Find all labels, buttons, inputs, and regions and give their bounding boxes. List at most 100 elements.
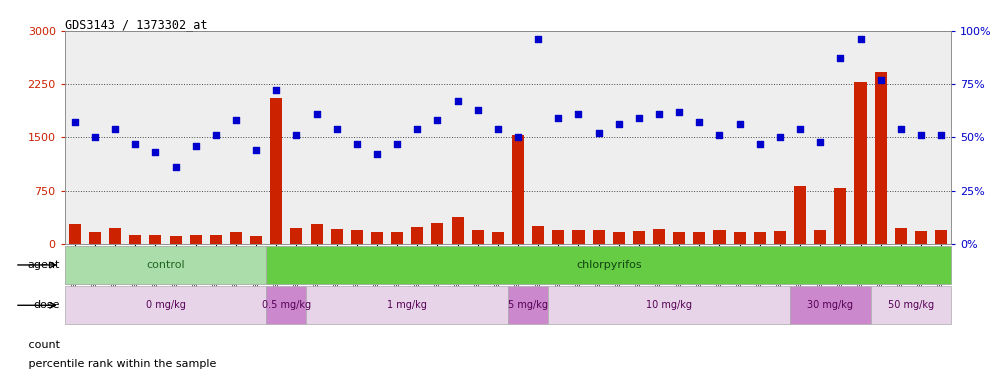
Bar	[129, 235, 141, 244]
Bar	[613, 232, 624, 244]
Text: 50 mg/kg: 50 mg/kg	[887, 300, 934, 310]
Text: percentile rank within the sample: percentile rank within the sample	[25, 359, 216, 369]
Bar	[734, 232, 746, 244]
Bar	[552, 230, 565, 244]
Point	[108, 126, 124, 132]
Bar	[532, 226, 544, 244]
Text: 0 mg/kg: 0 mg/kg	[145, 300, 185, 310]
Bar	[855, 82, 867, 244]
Point	[329, 126, 345, 132]
Bar	[492, 232, 504, 244]
Bar	[149, 235, 161, 244]
Bar	[472, 230, 484, 244]
Point	[309, 111, 325, 117]
Bar	[110, 228, 122, 244]
Point	[510, 134, 526, 140]
Bar	[794, 185, 806, 244]
Bar	[632, 231, 645, 244]
Point	[127, 141, 143, 147]
Point	[611, 121, 626, 127]
Bar	[512, 135, 524, 244]
Text: GDS3143 / 1373302_at: GDS3143 / 1373302_at	[65, 18, 207, 31]
Bar	[593, 230, 605, 244]
Point	[711, 132, 727, 138]
Point	[892, 126, 908, 132]
Point	[591, 130, 607, 136]
Text: agent: agent	[27, 260, 60, 270]
Text: 1 mg/kg: 1 mg/kg	[387, 300, 427, 310]
Point	[248, 147, 264, 153]
Text: count: count	[25, 339, 60, 350]
Point	[853, 36, 869, 42]
Point	[913, 132, 929, 138]
Point	[349, 141, 365, 147]
Bar	[935, 230, 947, 244]
Point	[268, 87, 284, 93]
Point	[449, 98, 465, 104]
Bar	[871, 286, 951, 324]
Point	[470, 106, 486, 113]
Bar	[266, 286, 307, 324]
Point	[87, 134, 103, 140]
Point	[732, 121, 748, 127]
Point	[208, 132, 224, 138]
Bar	[673, 232, 685, 244]
Text: control: control	[146, 260, 185, 270]
Bar	[774, 231, 786, 244]
Bar	[814, 230, 827, 244]
Bar	[411, 227, 423, 244]
Bar	[790, 286, 871, 324]
Point	[671, 109, 687, 115]
Bar	[653, 229, 665, 244]
Bar	[548, 286, 790, 324]
Bar	[894, 227, 906, 244]
Bar	[713, 230, 725, 244]
Point	[147, 149, 163, 155]
Bar	[69, 224, 81, 244]
Point	[389, 141, 405, 147]
Bar	[291, 228, 303, 244]
Point	[370, 151, 385, 157]
Text: 30 mg/kg: 30 mg/kg	[808, 300, 854, 310]
Text: 10 mg/kg: 10 mg/kg	[646, 300, 692, 310]
Bar	[266, 246, 951, 284]
Point	[933, 132, 949, 138]
Point	[752, 141, 768, 147]
Bar	[210, 235, 222, 244]
Text: dose: dose	[33, 300, 60, 310]
Text: 5 mg/kg: 5 mg/kg	[508, 300, 548, 310]
Point	[429, 117, 445, 123]
Bar	[508, 286, 548, 324]
Bar	[331, 229, 343, 244]
Bar	[391, 232, 403, 244]
Point	[187, 143, 203, 149]
Text: chlorpyrifos: chlorpyrifos	[576, 260, 641, 270]
Point	[551, 115, 567, 121]
Bar	[351, 230, 363, 244]
Bar	[250, 236, 262, 244]
Bar	[270, 98, 282, 244]
Point	[833, 55, 849, 61]
Bar	[189, 235, 202, 244]
Bar	[915, 231, 927, 244]
Point	[167, 164, 183, 170]
Bar	[754, 232, 766, 244]
Bar	[65, 246, 266, 284]
Point	[530, 36, 546, 42]
Point	[67, 119, 83, 126]
Text: 0.5 mg/kg: 0.5 mg/kg	[262, 300, 311, 310]
Point	[490, 126, 506, 132]
Bar	[89, 232, 101, 244]
Point	[792, 126, 808, 132]
Point	[691, 119, 707, 126]
Point	[228, 117, 244, 123]
Bar	[835, 189, 847, 244]
Point	[872, 77, 888, 83]
Bar	[371, 232, 383, 244]
Point	[289, 132, 305, 138]
Point	[409, 126, 425, 132]
Bar	[230, 232, 242, 244]
Bar	[311, 224, 323, 244]
Bar	[431, 223, 443, 244]
Bar	[874, 72, 886, 244]
